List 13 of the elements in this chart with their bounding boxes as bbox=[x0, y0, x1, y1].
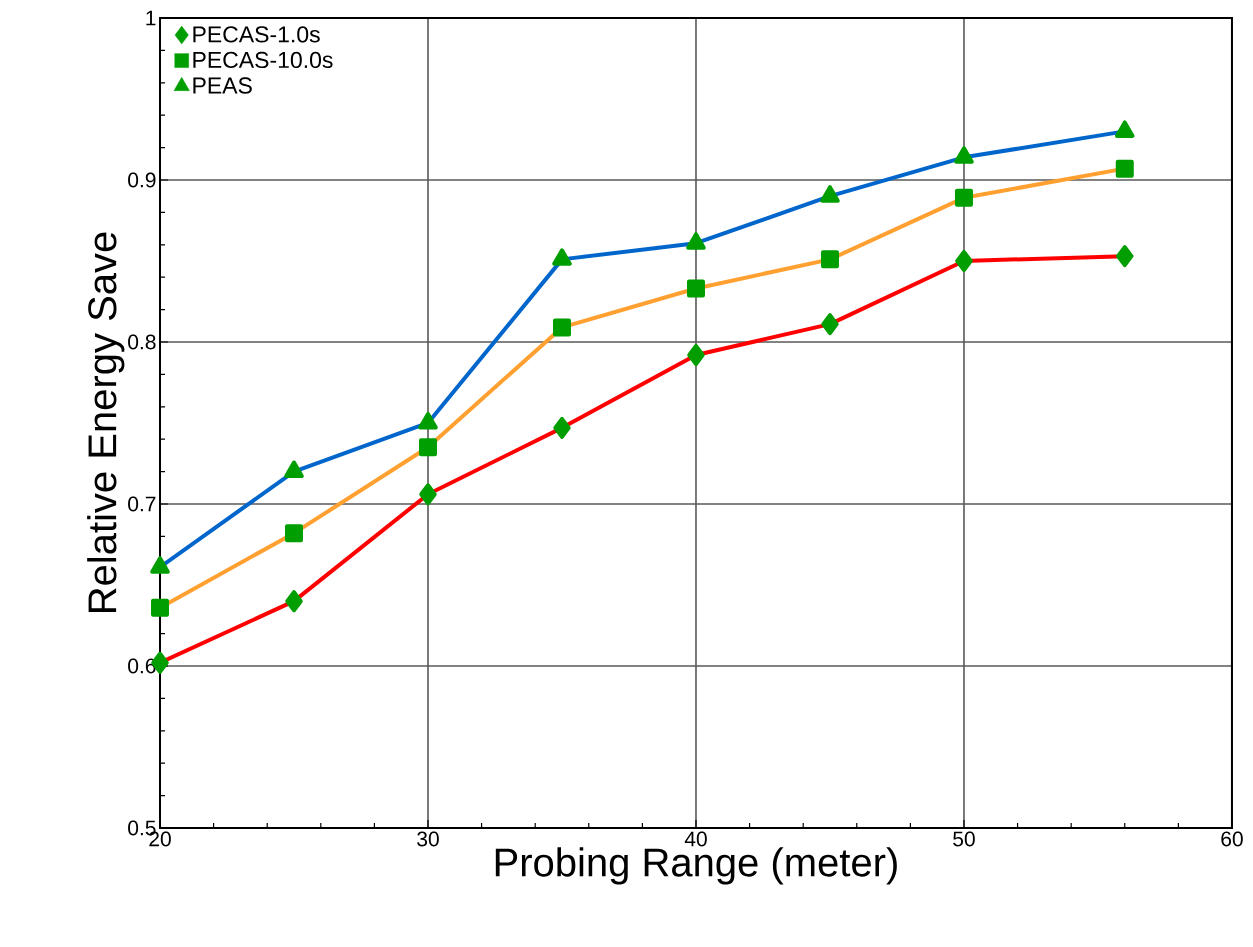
x-tick-label: 30 bbox=[417, 831, 439, 847]
y-tick-label: 0.9 bbox=[128, 172, 156, 188]
legend-label: PECAS-10.0s bbox=[193, 51, 333, 69]
y-tick-label: 0.8 bbox=[128, 334, 156, 350]
y-axis-title: Relative Energy Save bbox=[87, 232, 125, 613]
x-tick-label: 40 bbox=[684, 831, 707, 847]
legend-label: PEAS bbox=[193, 77, 252, 94]
x-tick-label: 60 bbox=[1221, 831, 1243, 847]
x-axis-title: Probing Range (meter) bbox=[495, 847, 897, 885]
y-tick-label: 1 bbox=[146, 10, 156, 26]
y-tick-label: 0.7 bbox=[128, 496, 156, 512]
legend-label: PECAS-1.0s bbox=[193, 26, 320, 43]
x-tick-label: 50 bbox=[953, 831, 975, 847]
